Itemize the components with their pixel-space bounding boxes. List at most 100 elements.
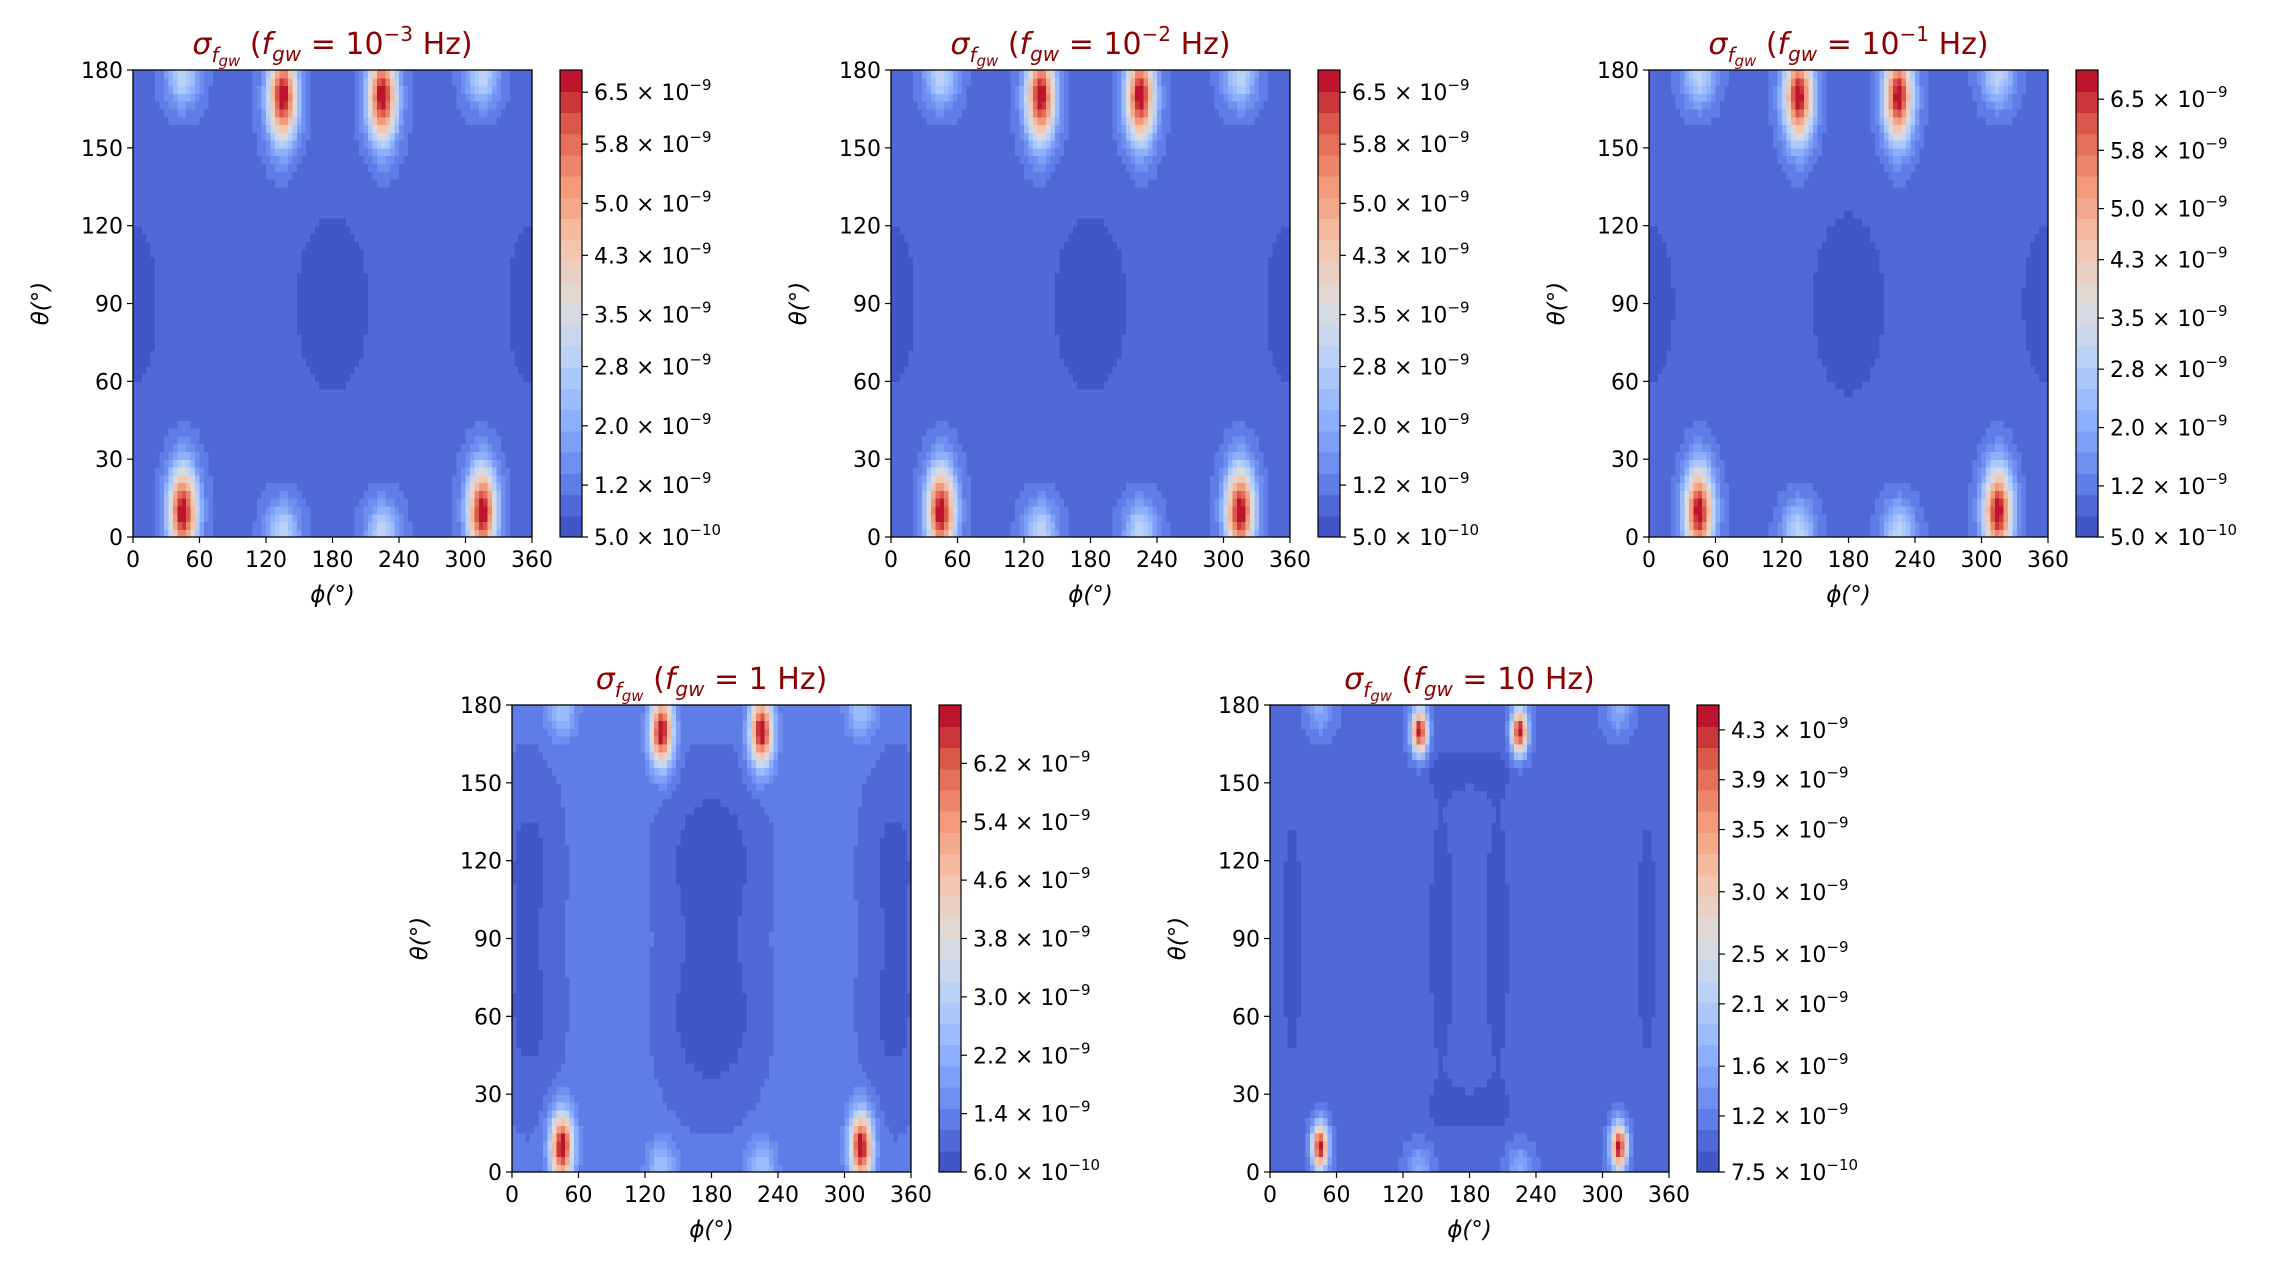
heatmap-cell: [208, 436, 213, 444]
heatmap-cell: [217, 467, 222, 475]
heatmap-cell: [248, 475, 253, 483]
heatmap-cell: [133, 428, 138, 436]
heatmap-cell: [173, 241, 178, 249]
heatmap-cell: [142, 304, 147, 312]
heatmap-cell: [146, 93, 151, 101]
heatmap-cell: [164, 272, 169, 280]
heatmap-cell: [146, 459, 151, 467]
heatmap-cell: [160, 140, 165, 148]
heatmap-cell: [177, 358, 182, 366]
heatmap-cell: [231, 498, 236, 506]
heatmap-cell: [168, 117, 173, 125]
heatmap-cell: [137, 171, 142, 179]
heatmap-cell: [164, 490, 169, 498]
heatmap-cell: [208, 366, 213, 374]
heatmap-cell: [231, 459, 236, 467]
heatmap-cell: [160, 412, 165, 420]
heatmap-cell: [200, 412, 205, 420]
heatmap-cell: [248, 389, 253, 397]
heatmap-cell: [133, 233, 138, 241]
heatmap-cell: [208, 93, 213, 101]
heatmap-cell: [231, 241, 236, 249]
heatmap-cell: [226, 249, 231, 257]
heatmap-cell: [137, 444, 142, 452]
heatmap-cell: [182, 304, 187, 312]
heatmap-cell: [133, 101, 138, 109]
heatmap-cell: [248, 342, 253, 350]
heatmap-cell: [204, 304, 209, 312]
heatmap-cell: [239, 412, 244, 420]
heatmap-cell: [248, 428, 253, 436]
heatmap-cell: [226, 412, 231, 420]
heatmap-cell: [200, 436, 205, 444]
heatmap-cell: [239, 335, 244, 343]
heatmap-cell: [137, 451, 142, 459]
heatmap-cell: [186, 265, 191, 273]
heatmap-cell: [182, 226, 187, 234]
heatmap-cell: [226, 506, 231, 514]
heatmap-cell: [248, 249, 253, 257]
heatmap-cell: [213, 210, 218, 218]
heatmap-cell: [164, 117, 169, 125]
heatmap-cell: [142, 335, 147, 343]
heatmap-cell: [217, 428, 222, 436]
heatmap-cell: [213, 241, 218, 249]
heatmap-cell: [164, 389, 169, 397]
heatmap-cell: [200, 467, 205, 475]
heatmap-cell: [182, 249, 187, 257]
heatmap-cell: [235, 272, 240, 280]
heatmap-cell: [235, 420, 240, 428]
heatmap-cell: [151, 467, 156, 475]
heatmap-cell: [244, 187, 249, 195]
heatmap-cell: [186, 381, 191, 389]
heatmap-cell: [217, 490, 222, 498]
heatmap-cell: [133, 179, 138, 187]
heatmap-cell: [248, 124, 253, 132]
heatmap-cell: [231, 280, 236, 288]
heatmap-cell: [168, 490, 173, 498]
heatmap-cell: [164, 109, 169, 117]
heatmap-cell: [204, 483, 209, 491]
heatmap-cell: [253, 304, 258, 312]
heatmap-cell: [160, 467, 165, 475]
heatmap-cell: [231, 218, 236, 226]
heatmap-cell: [186, 124, 191, 132]
heatmap-cell: [226, 444, 231, 452]
heatmap-cell: [200, 78, 205, 86]
heatmap-cell: [235, 366, 240, 374]
heatmap-cell: [239, 475, 244, 483]
heatmap-cell: [204, 124, 209, 132]
heatmap-cell: [195, 156, 200, 164]
heatmap-cell: [195, 249, 200, 257]
heatmap-cell: [160, 233, 165, 241]
heatmap-cell: [137, 335, 142, 343]
heatmap-cell: [248, 78, 253, 86]
heatmap-cell: [164, 444, 169, 452]
heatmap-cell: [155, 156, 160, 164]
heatmap-cell: [195, 498, 200, 506]
heatmap-cell: [235, 171, 240, 179]
heatmap-cell: [200, 179, 205, 187]
heatmap-cell: [235, 148, 240, 156]
heatmap-cell: [142, 506, 147, 514]
heatmap-cell: [160, 490, 165, 498]
heatmap-cell: [142, 124, 147, 132]
heatmap-cell: [182, 78, 187, 86]
heatmap-cell: [231, 327, 236, 335]
heatmap-cell: [231, 451, 236, 459]
heatmap-cell: [164, 86, 169, 94]
heatmap-cell: [208, 171, 213, 179]
heatmap-cell: [195, 257, 200, 265]
heatmap-cell: [186, 319, 191, 327]
heatmap-cell: [137, 459, 142, 467]
heatmap-cell: [173, 467, 178, 475]
heatmap-cell: [177, 233, 182, 241]
heatmap-cell: [177, 467, 182, 475]
heatmap-cell: [195, 296, 200, 304]
heatmap-cell: [142, 117, 147, 125]
heatmap-cell: [177, 296, 182, 304]
heatmap-cell: [142, 428, 147, 436]
heatmap-cell: [204, 233, 209, 241]
heatmap-cell: [222, 459, 227, 467]
heatmap-cell: [177, 163, 182, 171]
